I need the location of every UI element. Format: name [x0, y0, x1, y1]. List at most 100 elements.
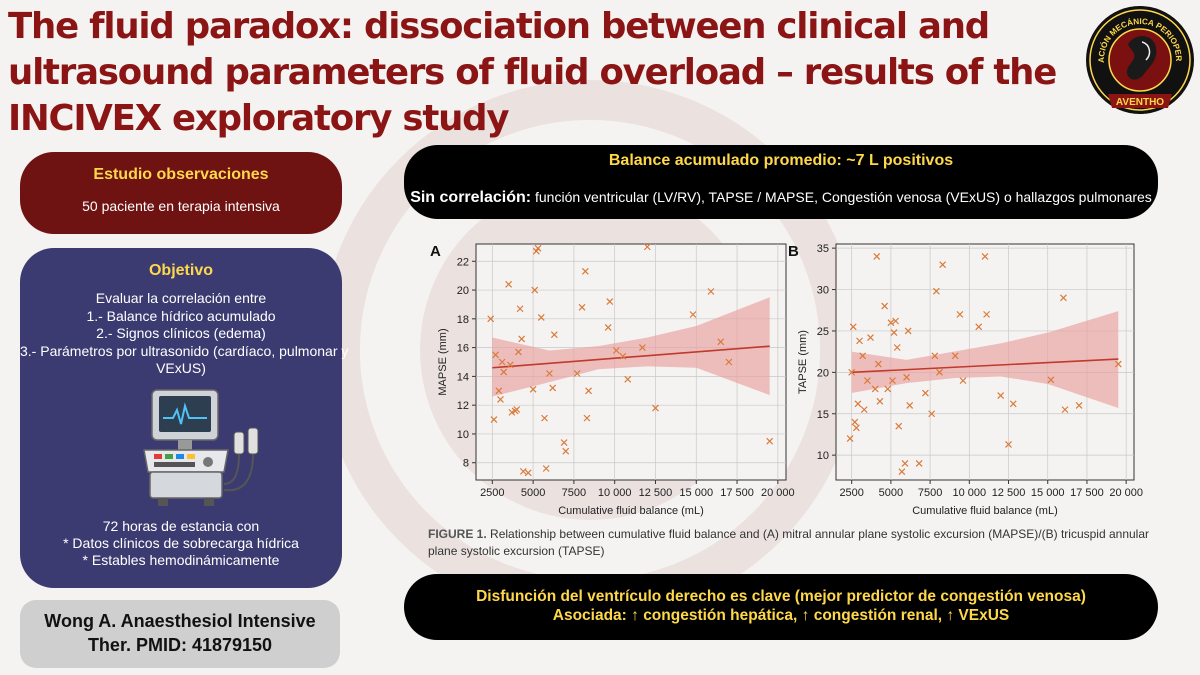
criteria-item: * Datos clínicos de sobrecarga hídrica	[63, 535, 299, 551]
data-point	[689, 311, 697, 318]
data-point	[619, 352, 627, 360]
figure-caption: FIGURE 1. Relationship between cumulativ…	[428, 526, 1158, 560]
panel-letter: B	[788, 243, 799, 260]
data-point	[951, 352, 959, 360]
x-tick-label: 15 000	[679, 487, 713, 499]
data-point	[638, 344, 646, 352]
data-point	[506, 361, 514, 369]
y-tick-label: 16	[457, 343, 469, 355]
reference-box: Wong A. Anaesthesiol Intensive Ther. PMI…	[20, 600, 340, 668]
data-point	[895, 422, 903, 430]
data-point	[890, 329, 898, 337]
data-point	[898, 468, 906, 476]
data-point	[889, 377, 896, 385]
x-tick-label: 12 500	[639, 487, 673, 499]
chart-panel-a: 2500 5000 7500 10 000 12 500 15 000 17 500 20 0…	[430, 243, 795, 517]
data-point	[725, 358, 733, 366]
data-point	[500, 368, 508, 376]
objective-list: Evaluar la correlación entre 1.- Balance…	[20, 290, 348, 378]
study-heading: Estudio observaciones	[93, 166, 269, 183]
x-tick-label: 17 500	[1070, 487, 1104, 499]
data-point	[585, 387, 593, 395]
data-point	[928, 410, 936, 418]
reference-line: Ther. PMID: 41879150	[87, 635, 273, 655]
data-point	[505, 280, 513, 288]
x-tick-label: 7500	[918, 487, 942, 499]
data-point	[906, 402, 914, 409]
data-point	[959, 377, 967, 385]
aventho-logo: VENTILACIÓN MECÁNICA PERIOPERATORIA AVEN…	[1084, 4, 1194, 114]
y-axis-label: TAPSE (mm)	[797, 330, 809, 394]
data-point	[643, 243, 651, 251]
data-point	[856, 337, 863, 345]
title-line: INCIVEX exploratory study	[8, 98, 510, 139]
y-axis-label: MAPSE (mm)	[437, 328, 449, 395]
data-point	[518, 335, 526, 343]
y-tick-label: 14	[457, 371, 469, 383]
data-point	[871, 385, 879, 393]
caption-text: Relationship between cumulative fluid ba…	[428, 527, 1150, 558]
data-point	[717, 338, 725, 346]
data-point	[939, 261, 947, 269]
data-point	[981, 252, 989, 260]
panel-letter: A	[430, 243, 441, 260]
objective-item: 2.- Signos clínicos (edema)	[96, 325, 266, 341]
y-tick-label: 12	[457, 400, 469, 412]
data-point	[549, 384, 557, 392]
data-point	[707, 288, 715, 295]
no-correlation-label: Sin correlación:	[410, 189, 532, 206]
x-tick-label: 7500	[562, 487, 586, 499]
regression-line	[851, 358, 1119, 374]
balance-heading: Balance acumulado promedio: ~7 L positiv…	[608, 152, 954, 169]
data-point	[876, 397, 884, 405]
objective-item: 1.- Balance hídrico acumulado	[86, 307, 276, 324]
x-tick-label: 2500	[480, 487, 504, 499]
criteria-item: * Estables hemodinámicamente	[82, 552, 280, 568]
data-point	[931, 352, 939, 360]
no-correlation-detail: función ventricular (LV/RV), TAPSE / MAP…	[535, 189, 1152, 205]
caption-label: FIGURE 1.	[428, 527, 487, 541]
x-tick-label: 2500	[839, 487, 863, 499]
data-point	[545, 370, 553, 377]
data-point	[516, 305, 524, 313]
data-point	[542, 465, 550, 472]
data-point	[612, 347, 620, 354]
data-point	[492, 351, 500, 359]
y-tick-label: 22	[457, 256, 469, 268]
x-tick-label: 15 000	[1031, 487, 1065, 499]
data-point	[975, 323, 983, 331]
x-tick-label: 20 000	[761, 487, 795, 499]
data-point	[873, 252, 881, 260]
data-point	[859, 352, 867, 360]
data-point	[497, 395, 504, 403]
y-tick-label: 35	[817, 243, 829, 255]
objective-item: Evaluar la correlación entre	[95, 290, 267, 306]
chart-panel-b: 2500 5000 7500 10 000 12 500 15 000 17 500 20 0…	[788, 243, 1143, 517]
data-point	[846, 435, 854, 443]
data-point	[901, 460, 909, 467]
y-tick-label: 30	[817, 285, 829, 297]
data-point	[848, 368, 856, 376]
data-point	[892, 317, 900, 325]
x-tick-label: 10 000	[952, 487, 986, 499]
inclusion-criteria: 72 horas de estancia con * Datos clínico…	[20, 518, 342, 569]
y-tick-label: 18	[457, 314, 469, 326]
y-tick-label: 25	[817, 326, 829, 338]
balance-box: Balance acumulado promedio: ~7 L positiv…	[404, 145, 1158, 219]
objective-item: VExUS)	[156, 360, 206, 376]
data-point	[852, 424, 860, 432]
data-point	[498, 358, 506, 366]
data-point	[537, 313, 545, 321]
data-point	[531, 286, 539, 294]
x-tick-label: 5000	[521, 487, 545, 499]
x-axis-label: Cumulative fluid balance (mL)	[558, 505, 704, 517]
data-point	[1061, 406, 1069, 414]
data-point	[529, 385, 537, 393]
data-point	[560, 439, 568, 447]
confidence-band	[851, 311, 1119, 408]
page-title: The fluid paradox: dissociation between …	[8, 4, 1068, 142]
data-point	[1059, 294, 1067, 302]
x-axis-label: Cumulative fluid balance (mL)	[912, 505, 1058, 517]
data-point	[997, 392, 1005, 399]
data-point	[578, 303, 586, 311]
